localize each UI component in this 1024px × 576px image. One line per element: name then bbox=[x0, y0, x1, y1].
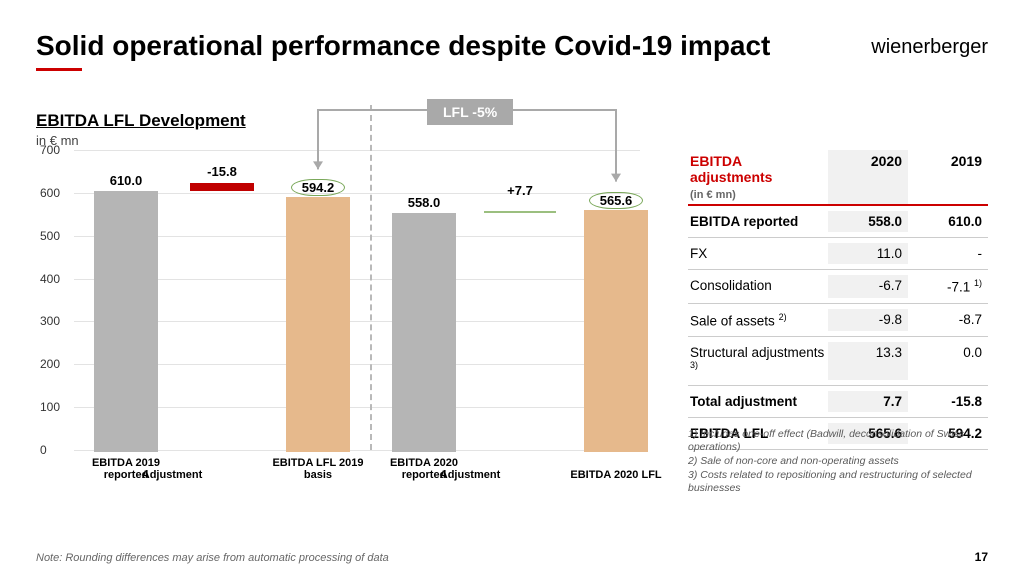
adjustments-table: EBITDA adjustments (in € mn) 2020 2019 E… bbox=[688, 150, 988, 450]
page-number: 17 bbox=[975, 550, 988, 564]
col-2020: 2020 bbox=[828, 150, 908, 204]
table-row: Consolidation-6.7-7.1 1) bbox=[688, 270, 988, 304]
bar-label: Adjustment bbox=[122, 469, 222, 482]
bar-label: EBITDA 2020 LFL bbox=[566, 469, 666, 482]
table-row: EBITDA reported558.0610.0 bbox=[688, 206, 988, 238]
lfl-badge: LFL -5% bbox=[427, 99, 513, 125]
bar-label: EBITDA LFL 2019 basis bbox=[268, 457, 368, 482]
table-row: FX11.0- bbox=[688, 238, 988, 270]
table-subtitle: (in € mn) bbox=[690, 189, 736, 201]
y-tick: 0 bbox=[40, 443, 47, 457]
y-tick: 100 bbox=[40, 400, 60, 414]
slide: Solid operational performance despite Co… bbox=[0, 0, 1024, 576]
y-tick: 300 bbox=[40, 314, 60, 328]
chart-area: 0100200300400500600700 EBITDA 2019 repor… bbox=[40, 150, 640, 480]
brand-logo: wienerberger bbox=[871, 36, 988, 59]
footnotes: 1) Includes one-off effect (Badwill, dec… bbox=[688, 428, 988, 496]
title-underline bbox=[36, 68, 82, 71]
bar-label: Adjustment bbox=[420, 469, 520, 482]
table-row: Total adjustment7.7-15.8 bbox=[688, 386, 988, 418]
y-tick: 400 bbox=[40, 272, 60, 286]
footer-note: Note: Rounding differences may arise fro… bbox=[36, 552, 389, 564]
col-2019: 2019 bbox=[908, 150, 988, 204]
table-row: Structural adjustments 3)13.30.0 bbox=[688, 337, 988, 386]
lfl-arrow bbox=[40, 150, 640, 270]
y-tick: 200 bbox=[40, 357, 60, 371]
table-title: EBITDA adjustments bbox=[690, 153, 772, 185]
table-row: Sale of assets 2)-9.8-8.7 bbox=[688, 304, 988, 338]
page-title: Solid operational performance despite Co… bbox=[36, 30, 988, 62]
